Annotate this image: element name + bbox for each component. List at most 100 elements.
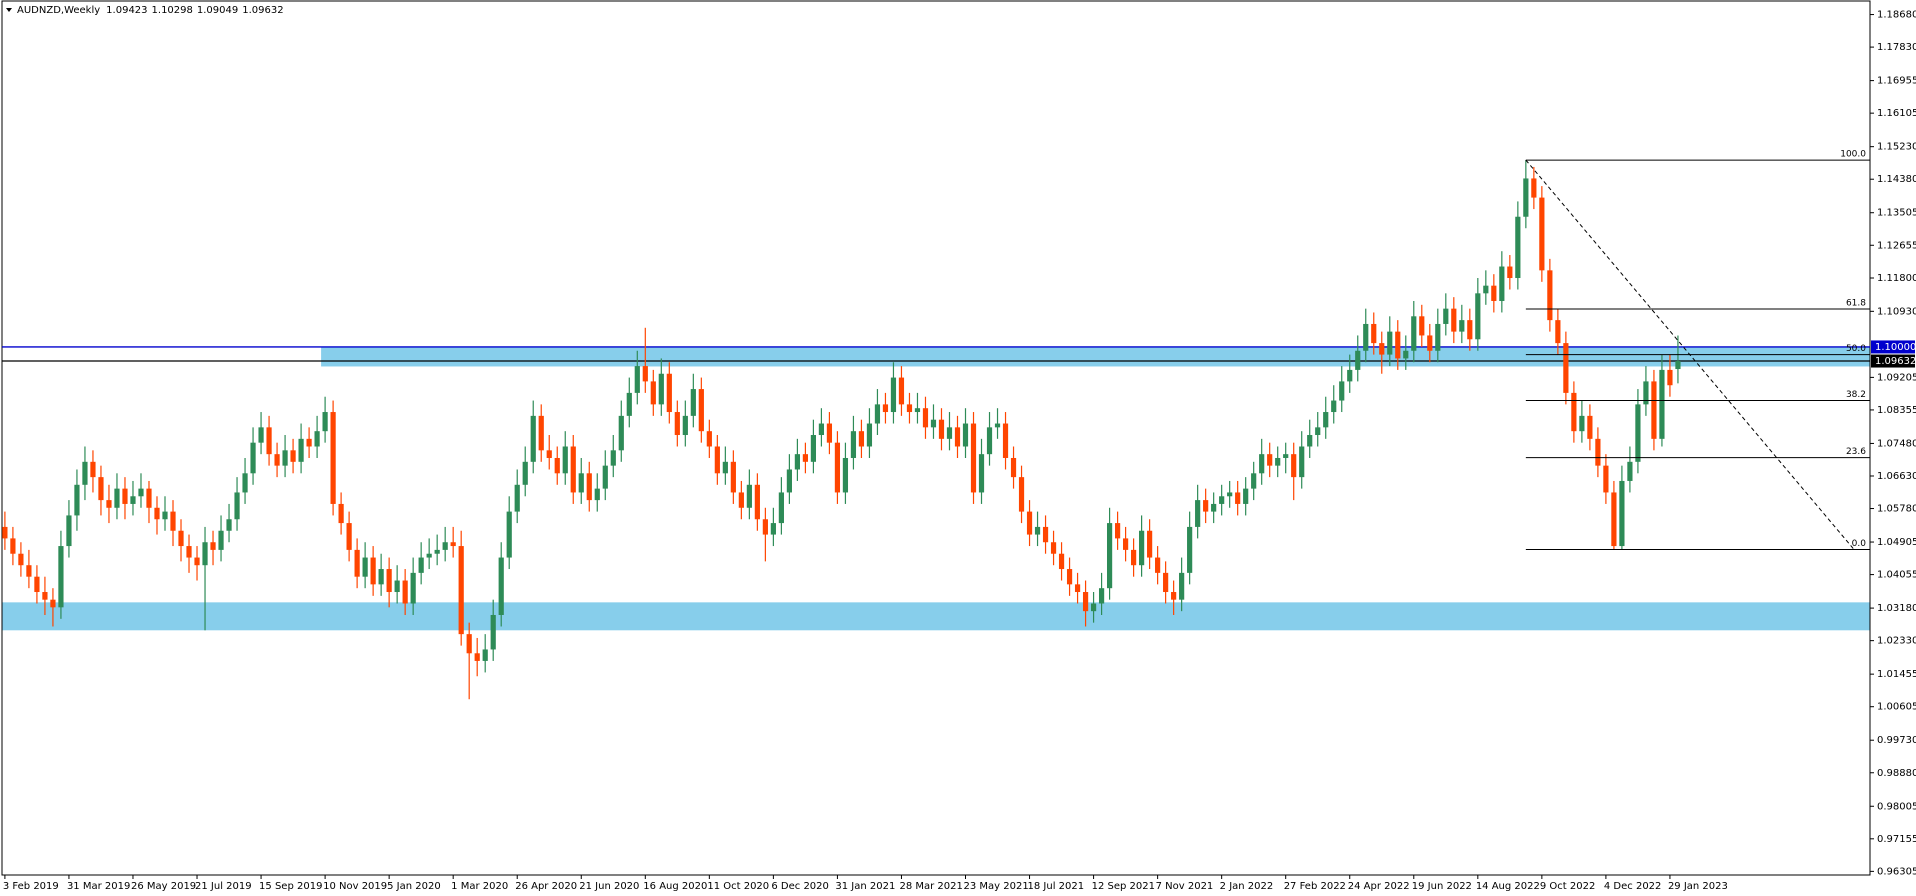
y-tick-label: 1.16105 xyxy=(1877,108,1916,119)
candle-body xyxy=(1523,178,1529,217)
y-tick-label: 1.15230 xyxy=(1877,142,1916,153)
candle-body xyxy=(1635,404,1641,462)
zone xyxy=(321,346,1871,367)
y-tick-label: 0.97155 xyxy=(1877,834,1916,845)
candle-body xyxy=(154,507,160,520)
low: 1.09049 xyxy=(197,5,238,16)
candle-body xyxy=(194,557,200,566)
candle-body xyxy=(2,526,8,539)
candle-body xyxy=(1283,454,1289,458)
candle-body xyxy=(1387,331,1393,355)
candle-body xyxy=(1515,216,1521,279)
candle-body xyxy=(130,496,136,504)
candle-body xyxy=(178,530,184,547)
candle-body xyxy=(546,450,552,458)
candle-body xyxy=(466,634,472,654)
candle-body xyxy=(1531,178,1537,198)
candle-body xyxy=(1251,473,1257,489)
candle-body xyxy=(738,492,744,508)
fib-trend xyxy=(1525,159,1855,550)
candle-body xyxy=(402,580,408,604)
candle-body xyxy=(58,546,64,608)
price-box xyxy=(1871,340,1915,354)
plot-frame xyxy=(1,0,1871,876)
candle-body xyxy=(1195,500,1201,527)
candle-body xyxy=(970,423,977,493)
candle-body xyxy=(1571,392,1577,432)
candle-body xyxy=(1018,477,1025,512)
candle-body xyxy=(1259,454,1265,474)
candle-body xyxy=(290,450,296,462)
candle-body xyxy=(1155,557,1161,573)
candle-body xyxy=(778,492,784,524)
y-tick-label: 1.10930 xyxy=(1877,306,1916,317)
candle-body xyxy=(714,446,720,474)
x-tick-label: 15 Sep 2019 xyxy=(259,881,322,892)
candle-body xyxy=(1339,381,1345,401)
candle-body xyxy=(1459,320,1465,332)
candle-body xyxy=(666,373,672,413)
candle-body xyxy=(1082,592,1089,612)
candle-body xyxy=(1227,492,1233,497)
candle-body xyxy=(874,404,881,424)
candle-body xyxy=(1555,320,1561,344)
candle-body xyxy=(802,454,808,462)
candle-body xyxy=(530,415,536,462)
candle-body xyxy=(538,415,544,451)
candle-body xyxy=(322,412,328,432)
candle-body xyxy=(410,572,416,604)
candle-body xyxy=(578,473,584,493)
candle-body xyxy=(922,408,929,428)
x-tick-label: 21 Jul 2019 xyxy=(195,881,252,892)
candle-body xyxy=(818,423,825,436)
candle-body xyxy=(1131,549,1137,566)
candle-body xyxy=(1315,427,1321,436)
y-tick-label: 1.05780 xyxy=(1877,504,1916,515)
candle-body xyxy=(1139,530,1145,566)
candle-body xyxy=(586,473,592,501)
candle-body xyxy=(634,366,640,393)
candle-body xyxy=(682,415,688,436)
x-tick-label: 6 Dec 2020 xyxy=(771,881,829,892)
x-tick-label: 21 Jun 2020 xyxy=(579,881,639,892)
candle-body xyxy=(1507,266,1513,279)
y-tick-label: 1.00605 xyxy=(1877,702,1916,713)
candle-body xyxy=(346,523,352,550)
candle-body xyxy=(842,457,849,493)
candle-body xyxy=(1395,331,1401,359)
candle-body xyxy=(602,465,608,489)
candle-body xyxy=(170,511,176,531)
candle-body xyxy=(498,557,504,615)
candle-body xyxy=(1211,503,1217,512)
candle-body xyxy=(138,488,144,497)
candle-body xyxy=(1619,480,1625,547)
x-tick-label: 16 Aug 2020 xyxy=(643,881,707,892)
x-tick-label: 14 Aug 2022 xyxy=(1476,881,1540,892)
y-tick-label: 0.96305 xyxy=(1877,866,1916,877)
close: 1.09632 xyxy=(242,5,283,16)
candle-body xyxy=(506,511,512,558)
candle-body xyxy=(1651,381,1657,439)
candle-body xyxy=(650,381,656,405)
y-tick-label: 1.03180 xyxy=(1877,603,1916,614)
candle-body xyxy=(674,412,680,436)
candle-body xyxy=(626,392,632,416)
candle-body xyxy=(1371,323,1377,344)
candle-body xyxy=(314,431,320,447)
candle-body xyxy=(202,542,208,566)
candle-body xyxy=(794,454,800,470)
candle-body xyxy=(450,542,456,547)
candle-body xyxy=(18,553,24,566)
candle-body xyxy=(1034,526,1041,535)
candle-body xyxy=(1451,308,1457,332)
candle-body xyxy=(746,484,752,508)
open: 1.09423 xyxy=(106,5,147,16)
candle-body xyxy=(10,538,16,554)
candle-body xyxy=(490,614,496,650)
fib-label: 100.0 xyxy=(1840,150,1866,160)
candle-body xyxy=(1331,400,1337,413)
x-tick-label: 11 Oct 2020 xyxy=(707,881,769,892)
candle-body xyxy=(594,488,600,501)
candle-body xyxy=(1579,415,1585,432)
candle-body xyxy=(1595,438,1601,466)
